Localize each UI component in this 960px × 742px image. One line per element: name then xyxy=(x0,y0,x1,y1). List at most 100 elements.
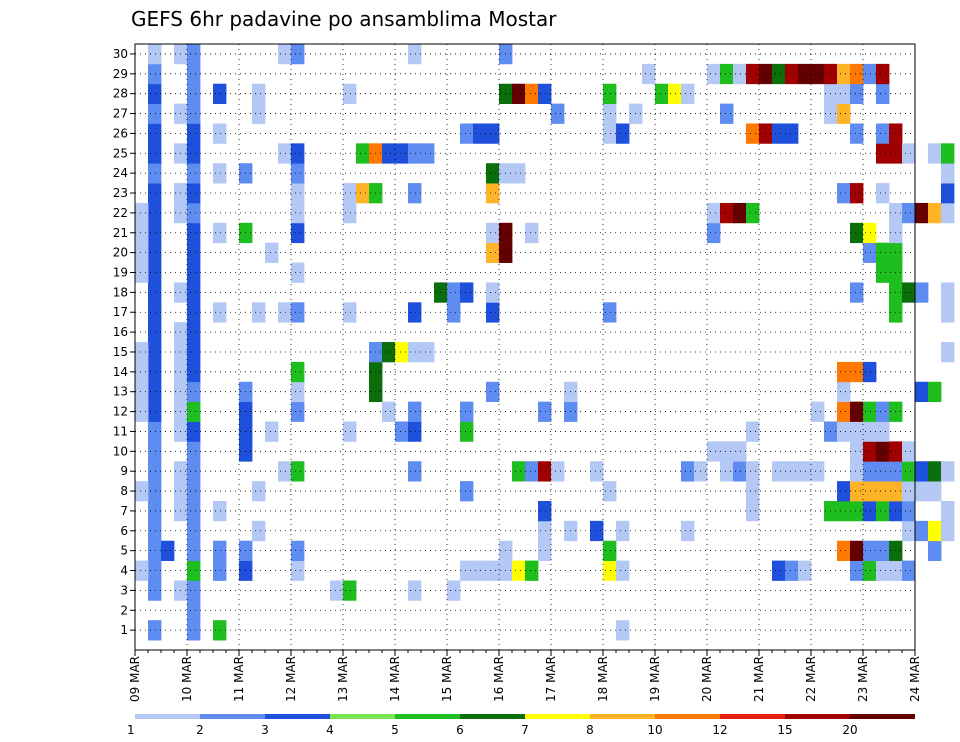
heatmap-cell xyxy=(772,560,786,581)
heatmap-cell xyxy=(850,481,864,502)
heatmap-cell xyxy=(213,83,227,105)
heatmap-cell xyxy=(811,401,825,422)
heatmap-cell xyxy=(837,381,851,403)
y-tick-label: 10 xyxy=(113,444,128,458)
heatmap-cell xyxy=(551,461,565,482)
heatmap-cell xyxy=(902,500,916,522)
heatmap-cell xyxy=(408,44,422,65)
heatmap-cell xyxy=(876,183,890,204)
heatmap-cell xyxy=(811,63,825,85)
heatmap-cell xyxy=(746,202,760,224)
x-tick-label: 18 MAR xyxy=(596,656,610,702)
heatmap-cell xyxy=(785,63,799,85)
heatmap-cell xyxy=(148,103,162,124)
heatmap-cell xyxy=(291,262,305,283)
x-tick-label: 16 MAR xyxy=(492,656,506,702)
heatmap-cell xyxy=(928,461,942,482)
heatmap-cell xyxy=(720,63,734,85)
heatmap-cell xyxy=(473,560,487,581)
heatmap-cell xyxy=(148,461,162,482)
heatmap-cell xyxy=(213,540,227,561)
heatmap-cell xyxy=(148,83,162,105)
heatmap-cell xyxy=(603,302,617,323)
heatmap-cell xyxy=(421,342,435,363)
heatmap-cell xyxy=(187,620,201,641)
heatmap-cell xyxy=(837,500,851,522)
y-tick-label: 30 xyxy=(113,47,128,61)
heatmap-cell xyxy=(928,481,942,502)
heatmap-cell xyxy=(525,461,539,482)
heatmap-cell xyxy=(837,401,851,422)
heatmap-cell xyxy=(460,481,474,502)
y-tick-label: 26 xyxy=(113,126,128,140)
colorbar-legend: 1 2 3 4 5 6 7 8 10 12 15 20 xyxy=(127,714,915,737)
y-tick-label: 25 xyxy=(113,146,128,160)
heatmap-cell xyxy=(863,441,877,462)
heatmap-cell xyxy=(278,44,292,65)
heatmap-cell xyxy=(148,202,162,224)
heatmap-cell xyxy=(187,500,201,522)
heatmap-cell xyxy=(876,401,890,422)
heatmap-cell xyxy=(486,222,500,244)
heatmap-cell xyxy=(538,500,552,522)
heatmap-cell xyxy=(135,381,149,403)
heatmap-cell xyxy=(837,421,851,442)
heatmap-cell xyxy=(486,560,500,581)
heatmap-cell xyxy=(187,421,201,442)
colorbar-swatch xyxy=(135,714,200,719)
y-axis: 1234567891011121314151617181920212223242… xyxy=(113,47,135,637)
heatmap-cell xyxy=(876,123,890,144)
heatmap-cell xyxy=(772,123,786,144)
x-tick-label: 12 MAR xyxy=(284,656,298,702)
y-tick-label: 2 xyxy=(120,603,128,617)
heatmap-cell xyxy=(187,143,201,164)
heatmap-cell xyxy=(772,461,786,482)
heatmap-cell xyxy=(733,441,747,462)
heatmap-cell xyxy=(148,441,162,462)
heatmap-cell xyxy=(863,222,877,244)
heatmap-cell xyxy=(252,481,266,502)
heatmap-cell xyxy=(616,520,630,542)
heatmap-cell xyxy=(187,83,201,105)
heatmap-cell xyxy=(837,183,851,204)
heatmap-cell xyxy=(486,282,500,303)
heatmap-cell xyxy=(525,222,539,244)
heatmap-cell xyxy=(291,222,305,244)
grid-lines xyxy=(135,44,915,650)
y-tick-label: 8 xyxy=(120,484,128,498)
heatmap-cell xyxy=(733,202,747,224)
y-tick-label: 11 xyxy=(113,424,128,438)
y-tick-label: 17 xyxy=(113,305,128,319)
heatmap-cell xyxy=(161,540,175,561)
heatmap-cell xyxy=(746,500,760,522)
heatmap-cell xyxy=(408,342,422,363)
heatmap-cell xyxy=(148,481,162,502)
heatmap-cell xyxy=(148,222,162,244)
heatmap-cell xyxy=(707,441,721,462)
heatmap-cell xyxy=(863,63,877,85)
heatmap-cell xyxy=(720,103,734,124)
heatmap-cell xyxy=(720,441,734,462)
heatmap-cell xyxy=(915,202,929,224)
heatmap-cell xyxy=(148,520,162,542)
y-tick-label: 7 xyxy=(120,504,128,518)
heatmap-cell xyxy=(343,202,357,224)
heatmap-cell xyxy=(785,123,799,144)
heatmap-cell xyxy=(928,143,942,164)
heatmap-cell xyxy=(902,282,916,303)
heatmap-cell xyxy=(941,202,955,224)
heatmap-cell xyxy=(902,202,916,224)
colorbar-label: 12 xyxy=(712,723,727,737)
heatmap-cell xyxy=(772,63,786,85)
heatmap-cell xyxy=(187,322,201,343)
heatmap-cell xyxy=(902,143,916,164)
heatmap-cell xyxy=(538,83,552,105)
heatmap-cell xyxy=(395,421,409,442)
heatmap-cell xyxy=(811,461,825,482)
heatmap-cell xyxy=(382,143,396,164)
heatmap-cell xyxy=(603,123,617,144)
heatmap-cell xyxy=(135,361,149,383)
x-tick-label: 23 MAR xyxy=(856,656,870,702)
heatmap-cell xyxy=(538,540,552,561)
y-tick-label: 6 xyxy=(120,524,128,538)
